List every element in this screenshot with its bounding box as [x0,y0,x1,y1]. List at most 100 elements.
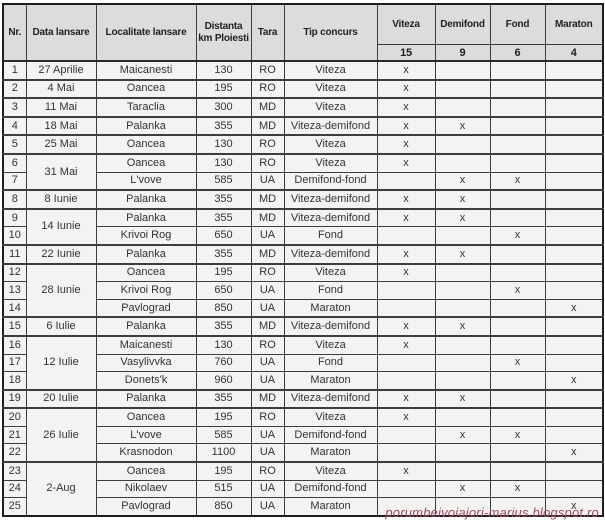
maraton-mark-cell [544,134,604,155]
count-viteza: 15 [376,44,436,62]
demifond-mark-cell: x [434,479,491,499]
launch-date-cell: 8 Iunie [25,189,97,210]
demifond-mark-cell: x [434,189,491,210]
race-type-cell: Viteza [283,262,378,283]
viteza-mark-cell: x [376,207,436,228]
distance-km-cell: 195 [195,407,252,427]
distance-km-cell: 355 [195,207,252,228]
distance-km-cell: 130 [195,334,252,355]
race-type-cell: Viteza [283,461,378,481]
country-cell: RO [250,262,285,283]
header-maraton: Maraton [544,3,604,45]
distance-km-cell: 850 [195,298,252,318]
viteza-mark-cell: x [376,316,436,337]
maraton-mark-cell: x [544,497,604,517]
launch-locality-cell: Maicanesti [95,334,197,355]
race-type-cell: Viteza [283,407,378,427]
race-type-cell: Viteza-demifond [283,243,378,265]
distance-km-cell: 195 [195,461,252,481]
demifond-mark-cell [434,298,491,318]
row-number-cell: 14 [2,298,27,318]
pigeon-race-table: Nr. Data lansare Localitate lansare Dist… [2,3,604,517]
country-cell: MD [250,243,285,265]
demifond-mark-cell: x [434,207,491,228]
row-number-cell: 11 [2,243,27,265]
race-type-cell: Fond [283,226,378,246]
table-row: 5 25 Mai Oancea 130 RO Viteza x [2,134,604,155]
fond-mark-cell [489,262,546,283]
demifond-mark-cell [434,443,491,463]
demifond-mark-cell [434,461,491,481]
table-row: 3 11 Mai Taraclia 300 MD Viteza x [2,97,604,118]
maraton-mark-cell [544,226,604,246]
demifond-mark-cell: x [434,115,491,136]
header-data-lansare: Data lansare [25,3,97,62]
demifond-mark-cell [434,407,491,427]
launch-date-cell: 31 Mai [25,152,97,191]
demifond-mark-cell [434,78,491,99]
demifond-mark-cell [434,497,491,517]
fond-mark-cell [489,60,546,81]
row-number-cell: 15 [2,316,27,337]
distance-km-cell: 195 [195,262,252,283]
demifond-mark-cell [434,281,491,300]
race-type-cell: Fond [283,281,378,300]
launch-locality-cell: Palanka [95,388,197,409]
row-number-cell: 2 [2,78,27,99]
table-header: Nr. Data lansare Localitate lansare Dist… [2,3,604,62]
country-cell: MD [250,189,285,210]
fond-mark-cell [489,388,546,409]
row-number-cell: 21 [2,425,27,445]
launch-locality-cell: Oancea [95,134,197,155]
launch-date-cell: 12 Iulie [25,334,97,391]
race-type-cell: Maraton [283,298,378,318]
count-fond: 6 [489,44,546,62]
viteza-mark-cell: x [376,115,436,136]
viteza-mark-cell: x [376,334,436,355]
header-fond: Fond [489,3,546,45]
launch-locality-cell: L'vove [95,425,197,445]
race-type-cell: Maraton [283,443,378,463]
fond-mark-cell: x [489,425,546,445]
distance-km-cell: 760 [195,353,252,373]
maraton-mark-cell [544,479,604,499]
fond-mark-cell [489,78,546,99]
country-cell: RO [250,334,285,355]
row-number-cell: 9 [2,207,27,228]
launch-date-cell: 11 Mai [25,97,97,118]
table-row: 25 Pavlograd 850 UA Maraton x [2,497,604,517]
viteza-mark-cell: x [376,152,436,173]
viteza-mark-cell [376,171,436,191]
demifond-mark-cell [434,152,491,173]
distance-km-cell: 130 [195,152,252,173]
race-type-cell: Viteza-demifond [283,207,378,228]
maraton-mark-cell [544,207,604,228]
row-number-cell: 23 [2,461,27,481]
race-type-cell: Viteza-demifond [283,189,378,210]
distance-km-cell: 585 [195,425,252,445]
country-cell: UA [250,371,285,391]
viteza-mark-cell: x [376,60,436,81]
viteza-mark-cell: x [376,407,436,427]
launch-locality-cell: Taraclia [95,97,197,118]
country-cell: MD [250,388,285,409]
launch-date-cell: 6 Iulie [25,316,97,337]
row-number-cell: 1 [2,60,27,81]
distance-km-cell: 1100 [195,443,252,463]
maraton-mark-cell [544,243,604,265]
launch-locality-cell: Pavlograd [95,497,197,517]
row-number-cell: 16 [2,334,27,355]
table-row: 11 22 Iunie Palanka 355 MD Viteza-demifond x x [2,243,604,265]
header-localitate: Localitate lansare [95,3,197,62]
row-number-cell: 19 [2,388,27,409]
distance-km-cell: 195 [195,78,252,99]
row-number-cell: 22 [2,443,27,463]
country-cell: UA [250,298,285,318]
maraton-mark-cell: x [544,371,604,391]
distance-km-cell: 960 [195,371,252,391]
table-row: 19 20 Iulie Palanka 355 MD Viteza-demifond x x [2,388,604,409]
race-type-cell: Demifond-fond [283,425,378,445]
row-number-cell: 18 [2,371,27,391]
race-type-cell: Viteza-demifond [283,316,378,337]
table-row: 16 12 Iulie Maicanesti 130 RO Viteza x [2,334,604,391]
